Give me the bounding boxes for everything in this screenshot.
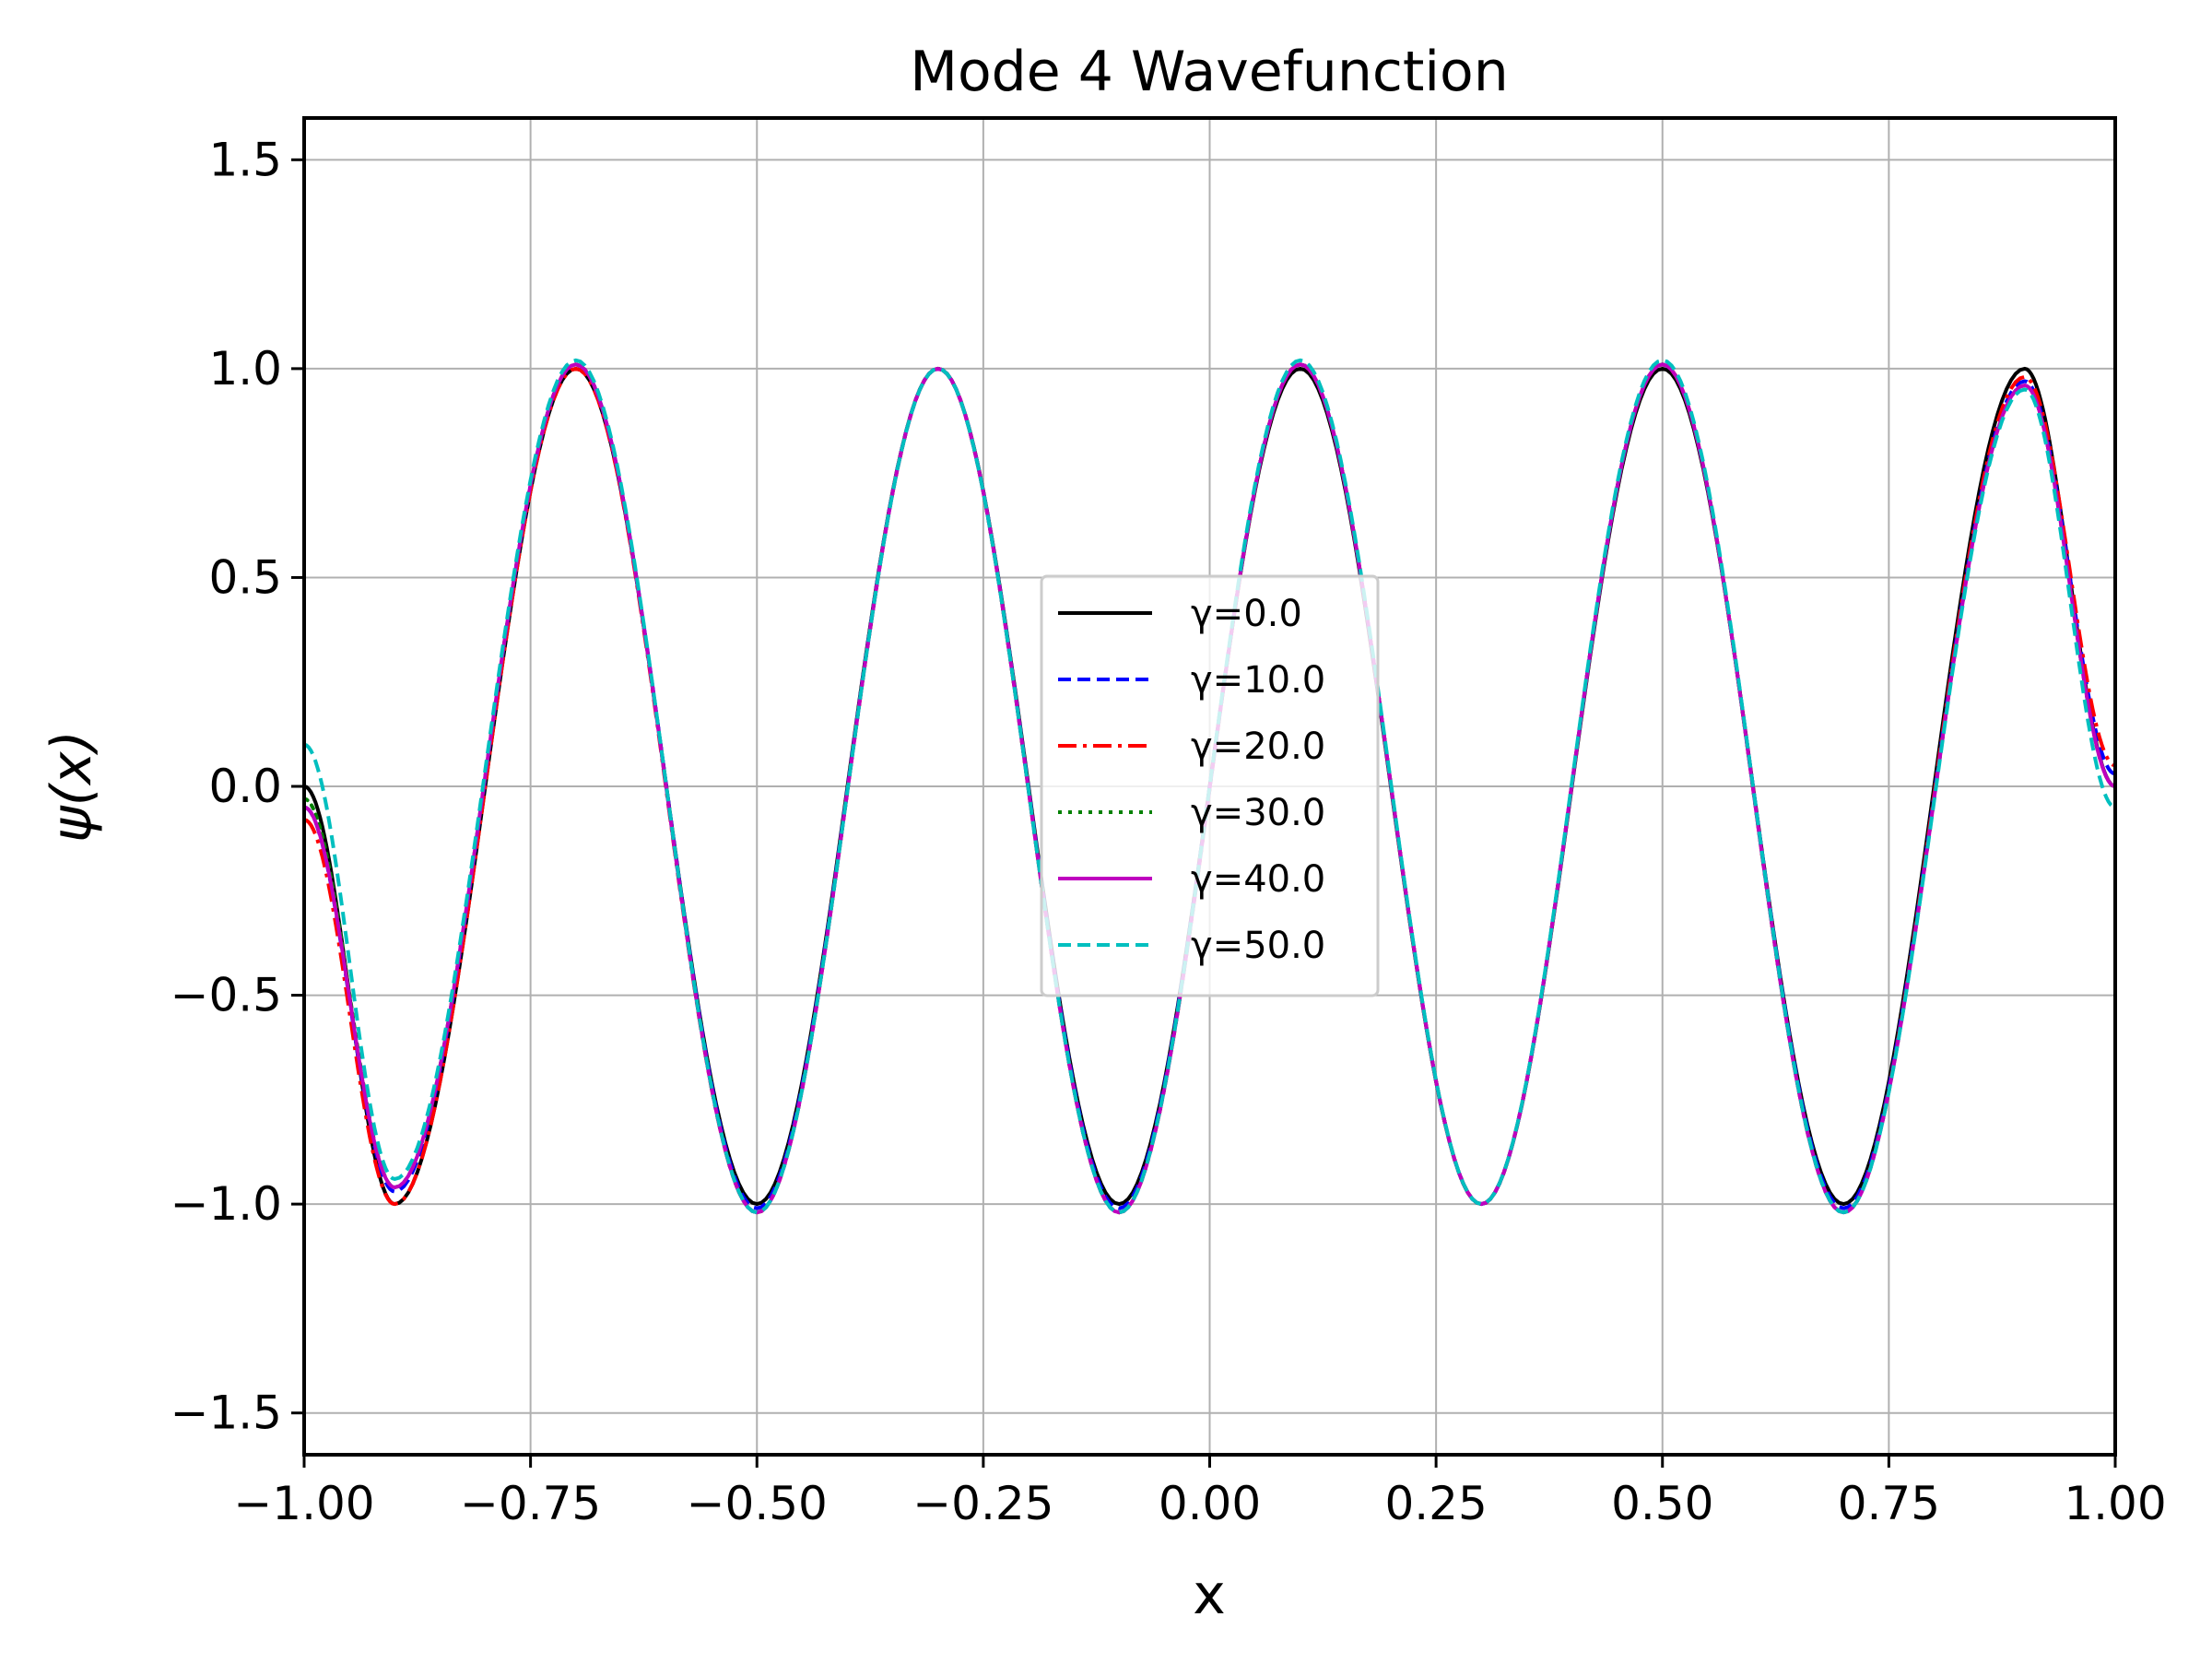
legend-label: γ=30.0 xyxy=(1191,792,1325,834)
y-tick-label: 1.5 xyxy=(208,133,282,186)
legend-label: γ=0.0 xyxy=(1191,593,1302,635)
x-tick-label: 1.00 xyxy=(2064,1477,2166,1530)
legend-label: γ=10.0 xyxy=(1191,659,1325,702)
y-tick-label: 0.5 xyxy=(208,550,282,604)
x-axis-label: x xyxy=(1193,1563,1226,1627)
x-tick-label: −0.50 xyxy=(687,1477,828,1530)
y-tick-label: −1.5 xyxy=(171,1387,282,1440)
y-tick-label: 0.0 xyxy=(208,760,282,813)
x-tick-label: 0.75 xyxy=(1838,1477,1940,1530)
legend-label: γ=50.0 xyxy=(1191,925,1325,967)
x-tick-label: 0.00 xyxy=(1159,1477,1261,1530)
x-tick-label: −0.25 xyxy=(912,1477,1053,1530)
x-tick-label: 0.50 xyxy=(1611,1477,1713,1530)
legend-label: γ=20.0 xyxy=(1191,726,1325,768)
legend-label: γ=40.0 xyxy=(1191,858,1325,901)
y-axis-label: ψ(x) xyxy=(40,730,104,843)
x-tick-label: −1.00 xyxy=(233,1477,374,1530)
y-tick-label: 1.0 xyxy=(208,342,282,395)
y-tick-label: −1.0 xyxy=(171,1177,282,1231)
x-tick-label: 0.25 xyxy=(1384,1477,1487,1530)
y-tick-label: −0.5 xyxy=(171,969,282,1022)
chart-title: Mode 4 Wavefunction xyxy=(910,40,1509,104)
axis-ticks: −1.00 −0.75 −0.50 −0.25 0.00 0.25 0.50 0.75 1.00… xyxy=(171,133,2167,1530)
x-tick-label: −0.75 xyxy=(460,1477,601,1530)
legend: γ=0.0 γ=10.0 γ=20.0 γ=30.0 γ=40.0 γ=50.0 xyxy=(1040,574,1380,997)
